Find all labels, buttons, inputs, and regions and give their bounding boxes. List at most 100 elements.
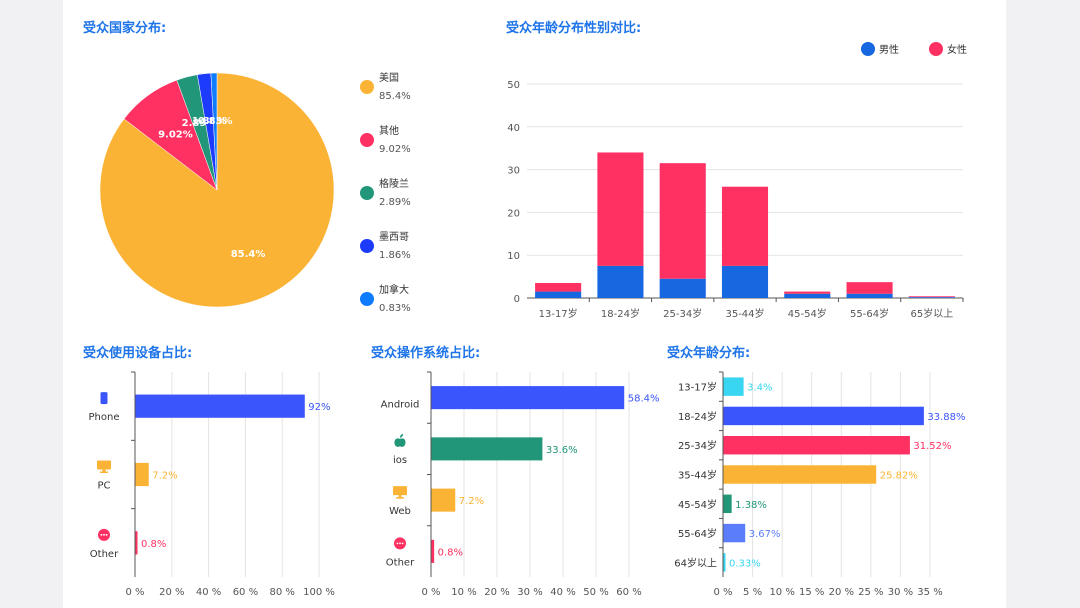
- bar-segment: [784, 291, 831, 294]
- bar-segment: [535, 283, 582, 292]
- bar-value-label: 3.67%: [749, 529, 781, 540]
- x-tick-label: 30 %: [517, 587, 542, 598]
- bar: [723, 465, 877, 484]
- legend-value: 1.86%: [379, 250, 411, 261]
- os-bar-chart-title: 受众操作系统占比:: [371, 345, 480, 361]
- age-bar-chart-title: 受众年龄分布:: [667, 345, 750, 361]
- legend-marker: [360, 186, 374, 200]
- x-tick-label: 35-44岁: [725, 307, 764, 320]
- pie-slice-label: 85.4%: [231, 249, 266, 260]
- bar-value-label: 58.4%: [628, 394, 660, 405]
- bar: [723, 553, 726, 572]
- category-label: 25-34岁: [678, 439, 717, 452]
- bar: [135, 394, 305, 418]
- bar-segment: [659, 278, 706, 298]
- x-tick-label: 40 %: [196, 587, 221, 598]
- category-label: ios: [393, 455, 407, 466]
- x-tick-label: 20 %: [484, 587, 509, 598]
- legend-value: 0.83%: [379, 303, 411, 314]
- legend-marker: [360, 80, 374, 94]
- phone-icon: [100, 392, 108, 405]
- more-icon: [394, 537, 406, 550]
- category-label: Phone: [89, 412, 120, 423]
- x-tick-label: 5 %: [743, 587, 762, 598]
- x-tick-label: 15 %: [799, 587, 824, 598]
- legend-name: 墨西哥: [379, 231, 409, 243]
- x-tick-label: 10 %: [769, 587, 794, 598]
- apple-icon: [394, 433, 406, 447]
- y-tick-label: 0: [514, 294, 520, 305]
- dashboard-panel: 受众国家分布: 85.4% 美国 85.4% 9.02% 其他 9.02% 2.89% 格陵兰 2…: [63, 0, 1006, 608]
- bar: [135, 531, 138, 555]
- bar-segment: [597, 152, 644, 266]
- bar-value-label: 7.2%: [152, 471, 177, 482]
- legend-name: 格陵兰: [379, 177, 409, 190]
- bar-segment: [597, 265, 644, 298]
- category-label: 55-64岁: [678, 527, 717, 540]
- bar-value-label: 33.88%: [927, 412, 965, 423]
- bar-segment: [721, 186, 769, 266]
- charts-canvas: 受众国家分布: 85.4% 美国 85.4% 9.02% 其他 9.02% 2.89% 格陵兰 2…: [83, 20, 967, 598]
- bar-value-label: 7.2%: [459, 496, 484, 507]
- bar-value-label: 3.4%: [747, 383, 772, 394]
- x-tick-label: 55-64岁: [850, 307, 889, 320]
- legend-value: 9.02%: [379, 144, 411, 155]
- country-pie-title: 受众国家分布:: [83, 20, 166, 36]
- bar: [723, 406, 924, 426]
- bar-value-label: 0.8%: [438, 547, 463, 558]
- x-tick-label: 50 %: [583, 587, 608, 598]
- bar: [431, 488, 456, 512]
- x-tick-label: 0 %: [421, 587, 440, 598]
- bar-segment: [908, 297, 955, 298]
- bar-value-label: 1.38%: [735, 500, 767, 511]
- bar: [723, 523, 746, 543]
- legend-name: 女性: [947, 43, 967, 56]
- y-tick-label: 20: [507, 208, 520, 219]
- bar-segment: [721, 265, 769, 298]
- x-tick-label: 80 %: [269, 587, 294, 598]
- age-gender-title: 受众年龄分布性别对比:: [506, 20, 641, 36]
- pie-slice: [210, 72, 218, 191]
- bar-segment: [846, 282, 893, 294]
- age-gender-bar-chart: 受众年龄分布性别对比: 0 10 20 30 40 50 13-17岁 18-24岁 25-34岁…: [506, 20, 967, 320]
- bar: [723, 494, 732, 514]
- legend-marker: [929, 42, 943, 56]
- legend-marker: [360, 239, 374, 253]
- bar: [723, 435, 910, 455]
- x-tick-label: 65岁以上: [910, 307, 953, 320]
- bar: [431, 539, 435, 563]
- monitor-icon: [97, 460, 111, 473]
- legend-marker: [360, 133, 374, 147]
- x-tick-label: 40 %: [550, 587, 575, 598]
- x-tick-label: 45-54岁: [788, 307, 827, 320]
- legend-name: 男性: [879, 43, 899, 56]
- category-label: Other: [386, 557, 415, 568]
- bar: [431, 386, 625, 410]
- bar-segment: [908, 296, 955, 298]
- bar: [431, 437, 543, 461]
- pie-slice-label: 9.02%: [158, 129, 193, 140]
- bar-value-label: 25.82%: [880, 471, 918, 482]
- category-label: 45-54岁: [678, 498, 717, 511]
- x-tick-label: 30 %: [888, 587, 913, 598]
- category-label: 64岁以上: [674, 556, 717, 569]
- category-label: Other: [90, 549, 119, 560]
- legend-value: 2.89%: [379, 197, 411, 208]
- y-tick-label: 50: [507, 80, 520, 91]
- category-label: 18-24岁: [678, 410, 717, 423]
- legend-name: 其他: [379, 124, 399, 137]
- category-label: 13-17岁: [678, 381, 717, 394]
- legend-value: 85.4%: [379, 91, 411, 102]
- legend-name: 美国: [379, 71, 399, 84]
- monitor-icon: [393, 486, 407, 499]
- x-tick-label: 0 %: [125, 587, 144, 598]
- bar-segment: [535, 291, 582, 298]
- x-tick-label: 100 %: [303, 587, 335, 598]
- bar-value-label: 0.8%: [141, 539, 166, 550]
- x-tick-label: 0 %: [713, 587, 732, 598]
- y-tick-label: 30: [507, 166, 520, 177]
- more-icon: [98, 528, 110, 541]
- device-bar-chart: 受众使用设备占比: 0 % 20 % 40 % 60 % 80 % 100 % 92% Phon…: [83, 345, 335, 598]
- legend-marker: [861, 42, 875, 56]
- x-tick-label: 60 %: [233, 587, 258, 598]
